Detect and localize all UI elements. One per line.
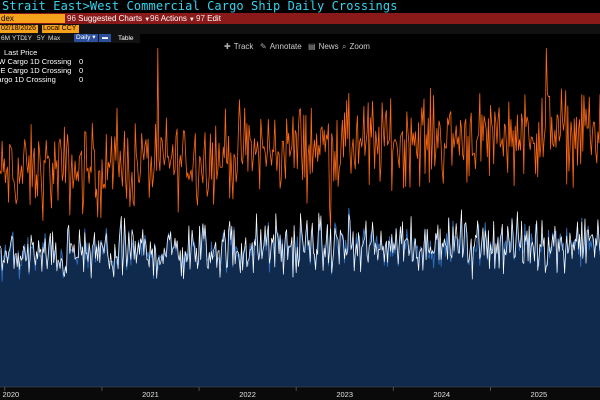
edit-button[interactable]: 97 Edit	[196, 13, 221, 24]
actions-button[interactable]: 96 Actions ▼	[150, 13, 195, 24]
range-button[interactable]: 6M	[1, 35, 11, 42]
series-area-cargo-1d-crossing	[0, 208, 600, 387]
x-tick-label: 2023	[336, 390, 353, 399]
legend-value: 0	[79, 57, 84, 66]
annotate-button[interactable]: ✎ Annotate	[260, 41, 302, 52]
frequency-label: Daily	[76, 34, 91, 41]
legend-value: 0	[79, 66, 84, 75]
currency-select[interactable]: Local CCY	[42, 25, 79, 33]
x-tick-label: 2022	[239, 390, 256, 399]
chevron-down-icon: ▼	[144, 17, 151, 23]
x-tick-label: 2024	[433, 390, 450, 399]
actions-label: Actions	[160, 14, 187, 23]
suggested-charts-number: 96	[67, 14, 76, 23]
legend-label: E>W Cargo 1D Crossing	[0, 57, 72, 66]
chevron-down-icon: ▼	[188, 17, 195, 23]
track-label: Track	[233, 42, 254, 51]
date-input[interactable]: 02/18/2026	[0, 25, 38, 33]
series-layer	[0, 48, 600, 387]
x-tick-label: 2020	[3, 390, 20, 399]
range-toolbar: 02/18/2026 Local CCY	[0, 24, 600, 34]
zoom-label: Zoom	[349, 42, 370, 51]
range-button[interactable]: Max	[48, 35, 61, 42]
legend-header: Last Price	[4, 48, 38, 57]
x-tick-label: 2025	[530, 390, 547, 399]
command-toolbar: dex 96 Suggested Charts ▼ 96 Actions ▼ 97 …	[0, 13, 600, 24]
x-axis-background	[0, 387, 600, 400]
track-button[interactable]: ✚ Track	[224, 41, 253, 52]
chart-icon[interactable]: ▬	[99, 34, 111, 42]
news-icon: ▤	[308, 42, 316, 51]
zoom-icon: ⌕	[342, 42, 347, 51]
series-line-e-w-cargo-1d-crossing	[0, 48, 600, 229]
pencil-icon: ✎	[260, 42, 267, 51]
frequency-select[interactable]: Daily ▾	[74, 34, 98, 42]
legend-label: W>E Cargo 1D Crossing	[0, 66, 72, 75]
security-input[interactable]: dex	[0, 14, 65, 23]
legend-value: 0	[79, 75, 84, 84]
range-button[interactable]: 1Y	[24, 35, 32, 42]
x-axis: 2020 2021 2022 2023 2024 2025	[0, 386, 600, 400]
suggested-charts-label: Suggested Charts	[78, 14, 143, 23]
news-button[interactable]: ▤ News	[308, 41, 339, 52]
edit-number: 97	[196, 14, 205, 23]
legend-label: Cargo 1D Crossing	[0, 75, 56, 84]
annotate-label: Annotate	[269, 42, 302, 51]
range-button[interactable]: YTD	[12, 35, 25, 42]
title-bar: Strait East>West Commercial Cargo Ship D…	[0, 0, 600, 13]
range-strip: 6M YTD 1Y 5Y Max Daily ▾ ▬ Table	[0, 34, 140, 43]
zoom-button[interactable]: ⌕ Zoom	[342, 41, 370, 52]
crosshair-icon: ✚	[224, 42, 231, 51]
range-button[interactable]: 5Y	[37, 35, 45, 42]
x-tick-label: 2021	[142, 390, 159, 399]
suggested-charts-button[interactable]: 96 Suggested Charts ▼	[67, 13, 150, 24]
chevron-down-icon: ▾	[92, 34, 96, 41]
news-label: News	[318, 42, 339, 51]
edit-label: Edit	[207, 14, 221, 23]
chart-title: Strait East>West Commercial Cargo Ship D…	[2, 0, 398, 13]
series-line-w-e-cargo-1d-crossing	[0, 209, 600, 280]
table-button[interactable]: Table	[118, 35, 134, 42]
actions-number: 96	[150, 14, 159, 23]
